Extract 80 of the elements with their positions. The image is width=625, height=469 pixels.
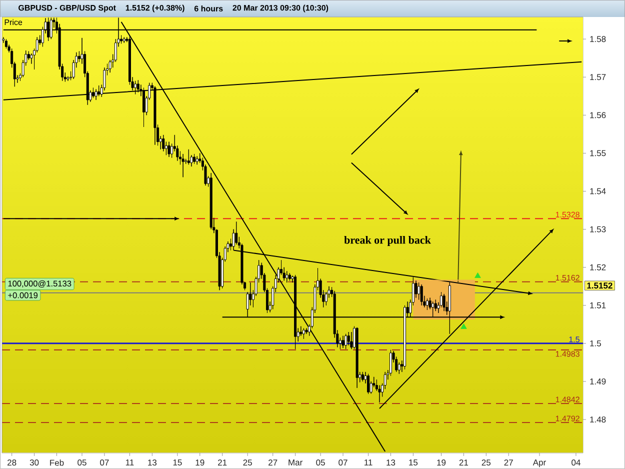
x-tick-label: Mar bbox=[288, 460, 302, 466]
x-tick-label: 30 bbox=[30, 460, 39, 466]
y-tick-label: 1.54 bbox=[590, 188, 606, 194]
candlestick bbox=[389, 350, 392, 376]
y-tick-label: 1.56 bbox=[590, 112, 606, 118]
candlestick bbox=[193, 154, 196, 164]
y-tick-label: 1.53 bbox=[590, 226, 606, 232]
x-tick-label: 21 bbox=[459, 460, 468, 466]
x-tick-label: 07 bbox=[100, 460, 109, 466]
text: 6 hours bbox=[194, 6, 223, 12]
x-tick-label: 28 bbox=[8, 460, 16, 466]
candlestick bbox=[134, 80, 137, 94]
candlestick bbox=[356, 327, 358, 388]
x-tick-label: 05 bbox=[78, 460, 86, 466]
candlestick bbox=[288, 272, 291, 281]
x-tick-label: 21 bbox=[218, 460, 227, 466]
x-tick-label: Feb bbox=[50, 460, 64, 466]
candlestick bbox=[347, 332, 350, 346]
point bbox=[460, 323, 467, 329]
y-tick-label: 1.52 bbox=[590, 264, 606, 270]
y-tick-label: 1.51 bbox=[590, 302, 606, 308]
annotation: 100,000@1.5133 bbox=[8, 280, 72, 288]
x-tick-label: 13 bbox=[386, 460, 396, 466]
chart-subtitle: 1.5152 (+0.38%) bbox=[126, 4, 184, 12]
candlestick bbox=[210, 172, 212, 230]
candlestick bbox=[442, 294, 446, 312]
y-tick-label: 1.57 bbox=[590, 74, 606, 80]
ref-line-label: 1.4792 bbox=[556, 416, 580, 422]
ref-line-label: 1.4842 bbox=[556, 396, 580, 402]
y-tick-label: 1.5 bbox=[590, 340, 601, 346]
y-tick-label: 1.48 bbox=[590, 416, 606, 423]
x-tick-label: 27 bbox=[268, 460, 278, 466]
candlestick bbox=[94, 89, 98, 100]
candlestick bbox=[302, 328, 305, 340]
chart-title: GBPUSD - GBP/USD Spot bbox=[18, 4, 116, 12]
point bbox=[474, 272, 481, 278]
x-tick-label: 25 bbox=[243, 460, 252, 466]
x-tick-label: 19 bbox=[196, 460, 204, 466]
ref-line-label: 1.4983 bbox=[556, 351, 580, 357]
ref-line-label: 1.5162 bbox=[556, 274, 580, 281]
x-tick-label: 19 bbox=[437, 460, 446, 466]
x-tick-label: 11 bbox=[364, 460, 372, 466]
y-tick-label: 1.58 bbox=[590, 36, 606, 42]
candlestick bbox=[136, 80, 140, 93]
candlestick bbox=[182, 154, 184, 178]
candlestick bbox=[4, 38, 8, 49]
annotation: break or pull back bbox=[344, 236, 431, 246]
y-tick-label: 1.49 bbox=[590, 378, 606, 384]
text: 1.5152 bbox=[587, 282, 612, 289]
annotation: +0.0019 bbox=[8, 292, 38, 298]
x-tick-label: 13 bbox=[148, 460, 157, 466]
candlestick bbox=[344, 334, 348, 350]
text: 20 Mar 2013 09:30 (10:30) bbox=[232, 4, 328, 12]
x-tick-label: 11 bbox=[126, 460, 134, 466]
x-tick-label: Apr bbox=[532, 460, 546, 468]
candlestick bbox=[162, 134, 165, 152]
point bbox=[415, 88, 419, 93]
ref-line-label: 1.5 bbox=[569, 336, 580, 342]
x-tick-label: 15 bbox=[173, 460, 182, 466]
candlestick bbox=[92, 88, 94, 98]
candlestick bbox=[187, 149, 190, 165]
x-tick-label: 25 bbox=[482, 460, 491, 466]
x-tick-label: 04 bbox=[572, 460, 580, 466]
candlestick bbox=[98, 85, 100, 96]
candlestick bbox=[342, 336, 344, 348]
candlestick bbox=[122, 36, 126, 44]
ref-line-label: 1.5328 bbox=[556, 212, 580, 218]
y-axis-title: Price bbox=[4, 19, 22, 26]
x-tick-label: 15 bbox=[409, 460, 418, 466]
y-tick-label: 1.55 bbox=[590, 150, 606, 156]
candlestick bbox=[367, 374, 370, 394]
candlestick bbox=[426, 298, 428, 310]
candlestick bbox=[286, 270, 288, 283]
candlestick bbox=[168, 142, 170, 158]
x-tick-label: 07 bbox=[338, 460, 348, 466]
candlestick bbox=[420, 284, 423, 306]
x-tick-label: 05 bbox=[316, 460, 325, 466]
candlestick bbox=[196, 156, 198, 165]
x-tick-label: 27 bbox=[504, 460, 513, 466]
candlestick bbox=[361, 372, 364, 382]
